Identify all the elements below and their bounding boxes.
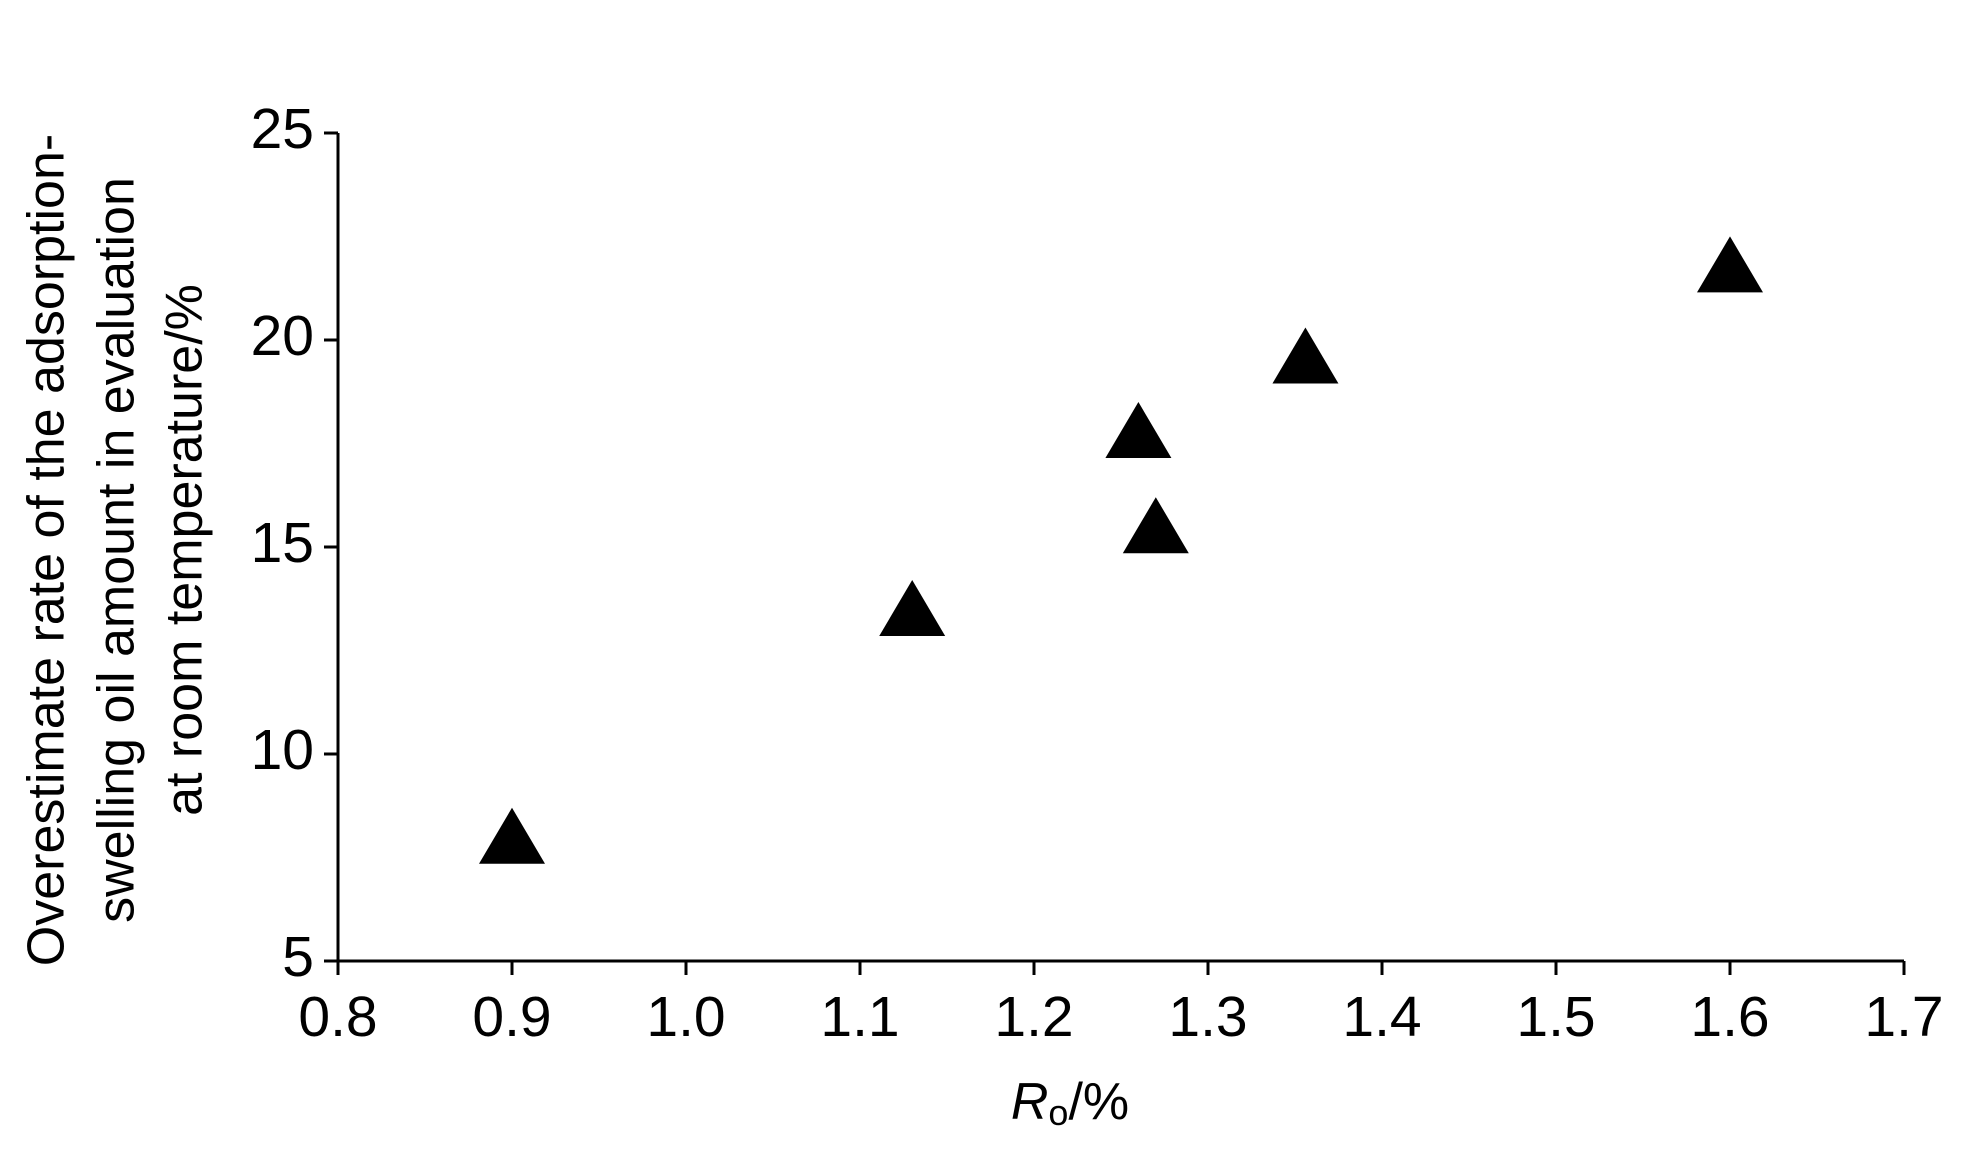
- x-label-symbol: R: [1011, 1073, 1049, 1131]
- data-point: [1697, 236, 1763, 293]
- x-tick-label: 1.2: [994, 985, 1073, 1049]
- x-tick-label: 0.9: [472, 985, 551, 1049]
- x-tick-label: 1.1: [820, 985, 899, 1049]
- data-point: [1122, 497, 1189, 554]
- y-tick-label: 5: [282, 925, 314, 989]
- y-tick-label: 20: [251, 304, 314, 368]
- x-axis-label: Ro/%: [1011, 1073, 1129, 1133]
- y-tick-label: 15: [251, 511, 314, 575]
- x-tick-label: 1.5: [1516, 985, 1595, 1049]
- x-label-subscript: o: [1048, 1092, 1068, 1133]
- data-point: [1105, 402, 1172, 459]
- data-point: [1272, 327, 1339, 384]
- y-axis-label: Overestimate rate of the adsorption- swe…: [18, 134, 214, 966]
- x-tick-label: 0.8: [298, 985, 377, 1049]
- y-label-line: Overestimate rate of the adsorption-: [18, 134, 76, 966]
- y-label-line: at room temperature/%: [156, 284, 214, 816]
- x-tick-label: 1.4: [1342, 985, 1421, 1049]
- y-tick-label: 10: [251, 718, 314, 782]
- data-point: [479, 807, 545, 864]
- x-tick-label: 1.7: [1864, 985, 1943, 1049]
- x-tick-label: 1.6: [1690, 985, 1769, 1049]
- y-tick-label: 25: [251, 97, 314, 161]
- y-label-line: swelling oil amount in evaluation: [88, 177, 146, 923]
- x-tick-label: 1.0: [646, 985, 725, 1049]
- x-label-unit: /%: [1068, 1073, 1129, 1131]
- x-tick-label: 1.3: [1168, 985, 1247, 1049]
- data-point: [879, 580, 946, 637]
